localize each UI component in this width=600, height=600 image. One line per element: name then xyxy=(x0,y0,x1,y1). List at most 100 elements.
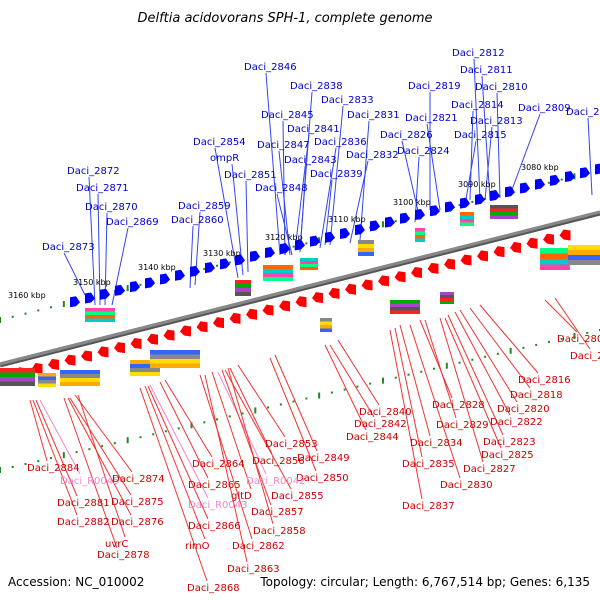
gene-label-daci-2815[interactable]: Daci_2815 xyxy=(454,130,507,141)
gene-label-daci-2838[interactable]: Daci_2838 xyxy=(290,81,343,92)
gene-label-daci-2850[interactable]: Daci_2850 xyxy=(296,473,349,484)
gene-label-daci-2870[interactable]: Daci_2870 xyxy=(85,202,138,213)
gene-label-daci-2842[interactable]: Daci_2842 xyxy=(354,419,407,430)
gene-label-daci-2808[interactable]: Daci_2808 xyxy=(557,334,600,345)
gene-label-daci-2841[interactable]: Daci_2841 xyxy=(287,124,340,135)
gene-label-daci-2878[interactable]: Daci_2878 xyxy=(97,550,150,561)
gene-label-daci-2836[interactable]: Daci_2836 xyxy=(314,137,367,148)
gene-label-daci-r0042[interactable]: Daci_R0042 xyxy=(246,476,306,487)
gene-label-daci-2840[interactable]: Daci_2840 xyxy=(359,407,412,418)
gene-label-daci-2831[interactable]: Daci_2831 xyxy=(347,110,400,121)
gene-label-daci-2796[interactable]: Daci_2796 xyxy=(566,107,600,118)
gene-label-daci-2857[interactable]: Daci_2857 xyxy=(251,507,304,518)
gene-label-daci-2820[interactable]: Daci_2820 xyxy=(497,404,550,415)
gene-label-daci-2851[interactable]: Daci_2851 xyxy=(224,170,277,181)
gene-label-daci-2853[interactable]: Daci_2853 xyxy=(265,439,318,450)
accession-label: Accession: NC_010002 xyxy=(8,575,144,589)
gene-label-daci-2839[interactable]: Daci_2839 xyxy=(310,169,363,180)
gene-label-daci-2849[interactable]: Daci_2849 xyxy=(297,453,350,464)
gene-label-daci-2881[interactable]: Daci_2881 xyxy=(57,498,110,509)
gene-label-daci-2860[interactable]: Daci_2860 xyxy=(171,215,224,226)
leader-line xyxy=(337,339,380,406)
gene-label-daci-2864[interactable]: Daci_2864 xyxy=(192,459,245,470)
gene-label-daci-2829[interactable]: Daci_2829 xyxy=(436,420,489,431)
reverse-gene-arrow xyxy=(510,241,521,253)
gene-label-daci-2832[interactable]: Daci_2832 xyxy=(346,150,399,161)
gene-label-daci-2856[interactable]: Daci_2856 xyxy=(252,456,305,467)
reverse-gene-arrow xyxy=(444,258,455,270)
gene-label-daci-2816[interactable]: Daci_2816 xyxy=(518,375,571,386)
reverse-gene-arrow xyxy=(130,337,142,349)
gene-label-daci-2821[interactable]: Daci_2821 xyxy=(405,113,458,124)
forward-gene-arrow xyxy=(115,284,125,296)
reverse-gene-arrow xyxy=(48,358,59,370)
gene-label-daci-2859[interactable]: Daci_2859 xyxy=(178,201,231,212)
gene-label-daci-2854[interactable]: Daci_2854 xyxy=(193,137,246,148)
gene-label-daci-2882[interactable]: Daci_2882 xyxy=(57,517,110,528)
gene-label-daci-2833[interactable]: Daci_2833 xyxy=(321,95,374,106)
gene-label-daci-2823[interactable]: Daci_2823 xyxy=(483,437,536,448)
gene-label-daci-r0043[interactable]: Daci_R0043 xyxy=(188,500,248,511)
gene-label-daci-2848[interactable]: Daci_2848 xyxy=(255,183,308,194)
gene-label-daci-2858[interactable]: Daci_2858 xyxy=(253,526,306,537)
scale-tick xyxy=(343,388,346,391)
forward-gene-arrow xyxy=(475,193,485,205)
gene-label-daci-2825[interactable]: Daci_2825 xyxy=(481,450,534,461)
gene-label-daci-2810[interactable]: Daci_2810 xyxy=(475,82,528,93)
gene-label-daci-2826[interactable]: Daci_2826 xyxy=(380,130,433,141)
gene-label-daci-2876[interactable]: Daci_2876 xyxy=(111,517,164,528)
gene-label-daci-2843[interactable]: Daci_2843 xyxy=(284,155,337,166)
gene-block xyxy=(150,363,200,368)
gene-label-daci-2872[interactable]: Daci_2872 xyxy=(67,166,120,177)
gene-label-daci-2884[interactable]: Daci_2884 xyxy=(27,463,80,474)
gene-label-daci-2846[interactable]: Daci_2846 xyxy=(244,62,297,73)
gene-label-daci-2819[interactable]: Daci_2819 xyxy=(408,81,461,92)
gene-label-daci-2868[interactable]: Daci_2868 xyxy=(187,583,240,594)
gene-label-daci-2845[interactable]: Daci_2845 xyxy=(261,110,314,121)
gene-label-ompr[interactable]: ompR xyxy=(210,153,239,164)
scale-tick xyxy=(203,267,206,270)
gene-label-daci-2822[interactable]: Daci_2822 xyxy=(490,417,543,428)
gene-label-daci-2865[interactable]: Daci_2865 xyxy=(188,480,241,491)
gene-label-daci-2812[interactable]: Daci_2812 xyxy=(452,48,505,59)
scale-tick xyxy=(433,367,436,370)
gene-label-daci-2807[interactable]: Daci_2807 xyxy=(570,351,600,362)
gene-label-daci-2875[interactable]: Daci_2875 xyxy=(111,497,164,508)
gene-label-daci-2834[interactable]: Daci_2834 xyxy=(410,438,463,449)
gene-label-daci-2844[interactable]: Daci_2844 xyxy=(346,432,399,443)
gene-label-daci-2813[interactable]: Daci_2813 xyxy=(470,116,523,127)
gene-label-daci-2862[interactable]: Daci_2862 xyxy=(232,541,285,552)
gene-label-daci-2814[interactable]: Daci_2814 xyxy=(451,100,504,111)
gene-label-gltd[interactable]: gltD xyxy=(231,491,252,502)
gene-label-daci-2871[interactable]: Daci_2871 xyxy=(76,183,129,194)
gene-label-daci-2828[interactable]: Daci_2828 xyxy=(432,400,485,411)
gene-label-daci-2835[interactable]: Daci_2835 xyxy=(402,459,455,470)
leader-line xyxy=(29,399,48,462)
scale-tick xyxy=(535,343,538,346)
gene-label-daci-2874[interactable]: Daci_2874 xyxy=(112,474,165,485)
gene-label-daci-2809[interactable]: Daci_2809 xyxy=(518,103,571,114)
gene-label-rimo[interactable]: rimO xyxy=(185,541,210,552)
gene-label-daci-2855[interactable]: Daci_2855 xyxy=(271,491,324,502)
gene-block xyxy=(60,378,100,382)
forward-gene-arrow xyxy=(295,239,305,251)
gene-label-daci-r0045[interactable]: Daci_R0045 xyxy=(60,476,120,487)
leader-line xyxy=(159,381,209,479)
gene-label-daci-2811[interactable]: Daci_2811 xyxy=(460,65,513,76)
gene-label-daci-2824[interactable]: Daci_2824 xyxy=(397,146,450,157)
gene-label-daci-2827[interactable]: Daci_2827 xyxy=(463,464,516,475)
gene-label-daci-2830[interactable]: Daci_2830 xyxy=(440,480,493,491)
gene-label-daci-2847[interactable]: Daci_2847 xyxy=(257,140,310,151)
scale-tick xyxy=(522,346,525,349)
reverse-gene-arrow xyxy=(411,267,422,279)
leader-line xyxy=(269,357,317,472)
gene-label-uvrc[interactable]: uvrC xyxy=(105,539,128,550)
gene-label-daci-2818[interactable]: Daci_2818 xyxy=(510,390,563,401)
gene-label-daci-2866[interactable]: Daci_2866 xyxy=(188,521,241,532)
gene-label-daci-2837[interactable]: Daci_2837 xyxy=(402,501,455,512)
gene-label-daci-2863[interactable]: Daci_2863 xyxy=(227,564,280,575)
scale-tick xyxy=(126,285,129,292)
gene-label-daci-2869[interactable]: Daci_2869 xyxy=(106,217,159,228)
gene-label-daci-2873[interactable]: Daci_2873 xyxy=(42,242,95,253)
